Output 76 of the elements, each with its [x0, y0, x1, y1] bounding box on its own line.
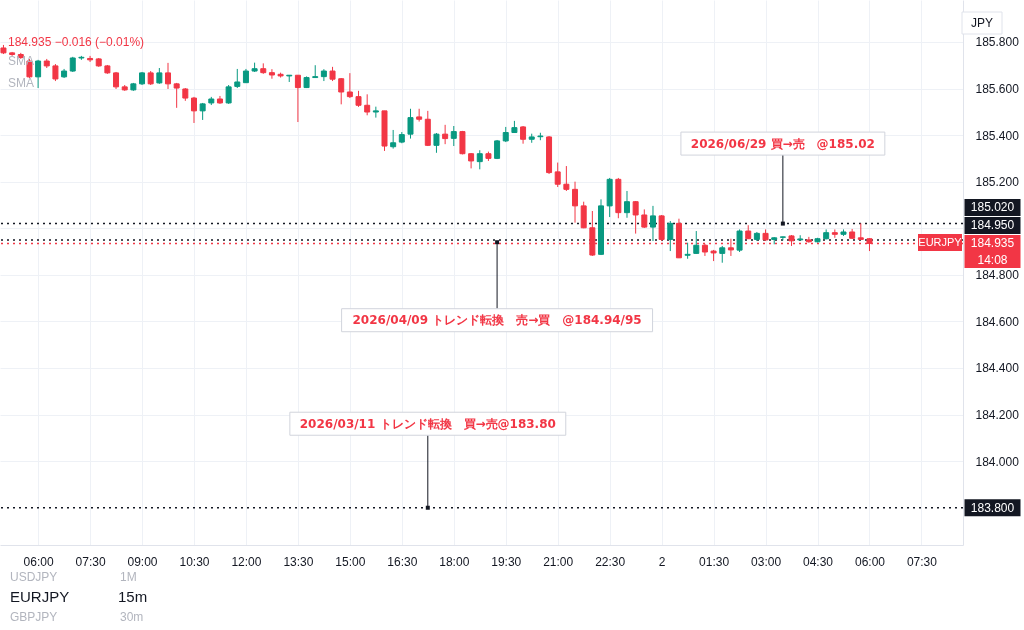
- legend-label: 184.950: [970, 218, 1015, 233]
- text: 30m: [120, 610, 144, 624]
- text: JPY: [970, 16, 994, 30]
- x-tick-label: 21:00: [543, 554, 574, 569]
- candlestick: [693, 230, 700, 255]
- candlestick: [234, 68, 241, 89]
- x-tick-label: 06:00: [23, 554, 54, 569]
- x-tick-label: 13:30: [283, 554, 314, 569]
- text: 15m: [118, 588, 148, 605]
- y-tick-label: 185.600: [975, 82, 1020, 96]
- y-tick-label: 184.000: [975, 454, 1020, 469]
- x-tick-label: 09:00: [127, 554, 158, 569]
- candlestick: [346, 72, 353, 99]
- candlestick: [779, 236, 786, 241]
- x-tick-label: 06:00: [854, 554, 886, 569]
- candlestick: [580, 201, 587, 229]
- candlestick: [632, 200, 639, 235]
- candlestick: [190, 96, 197, 124]
- x-tick-label: 19:30: [491, 554, 522, 569]
- x-tick-label: 2: [658, 554, 666, 569]
- y-tick-label: 184.600: [975, 314, 1020, 329]
- candlestick: [225, 84, 232, 105]
- candlestick: [572, 181, 579, 224]
- text: USDJPY: [10, 570, 58, 584]
- candlestick: [554, 162, 561, 188]
- candlestick: [416, 108, 423, 123]
- candlestick: [476, 149, 483, 170]
- annotation: 2026/03/11 トレンド転換 買→売@183.80: [299, 416, 556, 431]
- candlestick: [268, 68, 275, 80]
- x-tick-label: 15:00: [335, 554, 366, 569]
- ref-line-label: 184.935: [970, 236, 1015, 251]
- candlestick: [390, 129, 397, 150]
- y-tick-label: 184.200: [975, 408, 1020, 423]
- x-tick-label: 04:30: [803, 554, 834, 569]
- annotation: EURJPY: [918, 235, 963, 248]
- annotation: 184.935 −0.016 (−0.01%): [8, 35, 145, 49]
- candlestick: [623, 190, 630, 219]
- x-tick-label: 10:30: [179, 554, 210, 569]
- candlestick: [173, 82, 180, 109]
- candlestick: [165, 62, 172, 90]
- text: GBPJPY: [10, 610, 58, 624]
- y-tick-label: 185.200: [975, 175, 1020, 190]
- y-tick-label: 185.800: [975, 35, 1020, 50]
- x-tick-label: 03:00: [751, 554, 782, 569]
- candlestick: [736, 228, 743, 253]
- candlestick: [35, 59, 42, 89]
- x-tick-label: 16:30: [387, 554, 418, 569]
- candlestick: [649, 205, 656, 242]
- annotation: 2026/06/29 買→売 @185.02: [690, 136, 875, 151]
- candlestick: [450, 125, 457, 147]
- y-tick-label: 185.400: [975, 128, 1020, 143]
- x-tick-label: 07:30: [906, 554, 938, 569]
- candlestick: [658, 214, 665, 242]
- ref-line-label: 183.800: [970, 500, 1015, 515]
- annotation: 2026/04/09 トレンド転換 売→買 @184.94/95: [352, 313, 642, 328]
- candlestick: [364, 93, 371, 116]
- text: EURJPY: [10, 588, 70, 605]
- x-tick-label: 12:00: [231, 554, 262, 569]
- candlestick: [433, 132, 440, 154]
- candlestick: [667, 220, 674, 252]
- x-tick-label: 01:30: [699, 554, 730, 569]
- text: 14:08: [977, 253, 1008, 267]
- x-tick-label: 07:30: [75, 554, 106, 569]
- y-tick-label: 184.800: [975, 268, 1020, 283]
- annotation: SMA: [8, 76, 35, 90]
- candlestick: [338, 77, 345, 105]
- x-tick-label: 18:00: [439, 554, 470, 569]
- candlestick: [407, 108, 414, 140]
- candlestick: [442, 124, 449, 145]
- candlestick: [87, 55, 94, 63]
- x-tick-label: 22:30: [595, 554, 626, 569]
- y-tick-label: 184.400: [975, 361, 1020, 376]
- ref-line-label: 185.020: [970, 200, 1015, 215]
- text: 1M: [120, 570, 137, 584]
- candlestick: [563, 165, 570, 192]
- candlestick: [294, 74, 301, 123]
